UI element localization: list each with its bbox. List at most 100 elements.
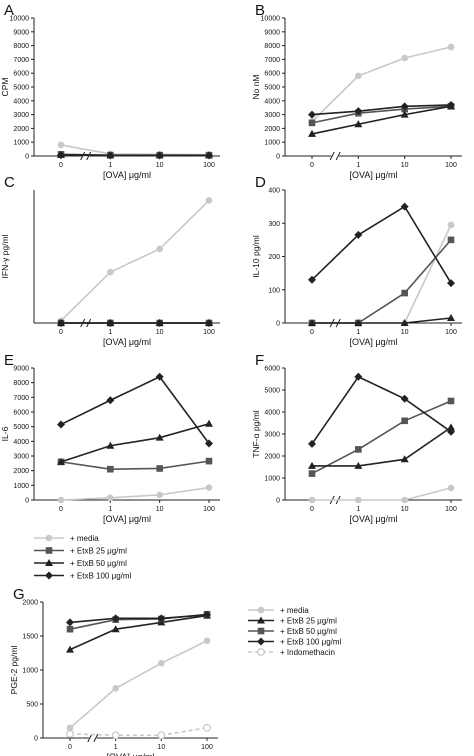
y-tick-label: 1000 xyxy=(264,140,280,147)
x-tick-label: 10 xyxy=(157,744,165,751)
legend-label: + EtxB 100 μg/ml xyxy=(280,638,342,647)
data-point xyxy=(447,221,455,229)
legend-label: + EtxB 50 μg/ml xyxy=(280,627,337,636)
y-tick-label: 6000 xyxy=(264,366,280,373)
legend-label: + EtxB 25 μg/ml xyxy=(70,547,127,556)
data-point xyxy=(106,441,115,449)
legend-main: + media + EtxB 25 μg/ml + EtxB 50 μg/ml + E… xyxy=(34,534,132,581)
data-point xyxy=(156,245,163,253)
y-tick-label: 9000 xyxy=(264,29,280,36)
legend-entry: + EtxB 25 μg/ml xyxy=(248,616,337,626)
series xyxy=(308,423,455,469)
legend-label: + Indomethacin xyxy=(280,648,335,657)
panel-letter: D xyxy=(255,174,266,191)
legend-marker-icon xyxy=(45,559,53,566)
y-tick-label: 0 xyxy=(276,154,280,161)
series xyxy=(308,484,455,504)
y-tick-label: 5000 xyxy=(13,424,29,431)
y-tick-label: 1000 xyxy=(22,668,38,675)
data-point xyxy=(66,730,74,738)
x-tick-label: 100 xyxy=(203,329,215,336)
panel-e: 0 1000 2000 3000 4000 5000 6000 7000 8000 9000 0 1 1… xyxy=(0,352,220,524)
x-axis-title: [OVA] μg/ml xyxy=(103,514,151,524)
legend-entry: + Indomethacin xyxy=(248,648,335,657)
y-tick-label: 7000 xyxy=(13,57,29,64)
data-point xyxy=(66,625,74,633)
data-point xyxy=(203,723,211,732)
legend-label: + EtxB 50 μg/ml xyxy=(70,559,127,568)
series xyxy=(308,103,455,127)
data-point xyxy=(57,151,65,160)
data-point xyxy=(400,394,409,403)
y-tick-label: 6000 xyxy=(264,71,280,78)
y-axis-title: IL-6 xyxy=(0,426,10,441)
data-point xyxy=(205,439,213,448)
y-tick-label: 9000 xyxy=(13,29,29,36)
x-tick-label: 100 xyxy=(203,162,215,169)
series-line xyxy=(311,46,452,123)
x-tick-label: 0 xyxy=(59,329,63,336)
data-point xyxy=(354,107,363,116)
data-point xyxy=(155,372,164,381)
y-tick-label: 10000 xyxy=(10,16,30,23)
y-tick-label: 400 xyxy=(268,188,280,195)
data-point xyxy=(106,151,115,160)
series xyxy=(308,100,455,119)
series xyxy=(308,372,455,448)
panel-letter: F xyxy=(255,352,264,369)
y-tick-label: 6000 xyxy=(13,410,29,417)
x-tick-label: 1 xyxy=(356,506,360,513)
x-tick-label: 0 xyxy=(68,744,72,751)
y-axis-title: IL-10 pg/ml xyxy=(251,235,261,278)
panel-letter: C xyxy=(4,174,15,191)
panel-f: 0 1000 2000 3000 4000 5000 6000 0 1 10 100 [OVA] μg… xyxy=(251,352,462,524)
x-tick-label: 1 xyxy=(356,329,360,336)
series xyxy=(57,457,213,473)
legend-entry: + EtxB 100 μg/ml xyxy=(248,637,342,647)
data-point xyxy=(308,129,316,137)
data-point xyxy=(205,419,213,427)
y-tick-label: 1500 xyxy=(22,634,38,641)
data-point xyxy=(354,230,363,239)
data-point xyxy=(155,433,164,441)
data-point xyxy=(308,319,316,326)
legend-label: + media xyxy=(70,534,99,543)
axis-break-gap xyxy=(331,152,340,160)
y-tick-label: 5000 xyxy=(264,388,280,395)
data-point xyxy=(203,610,211,619)
panel-a: 0100020003000400050006000700080009000100… xyxy=(0,2,220,180)
x-tick-label: 10 xyxy=(401,329,409,336)
data-point xyxy=(157,731,166,740)
legend-entry: + media xyxy=(34,534,99,543)
x-tick-label: 0 xyxy=(310,506,314,513)
series xyxy=(308,202,455,288)
data-point xyxy=(400,319,409,326)
series xyxy=(57,372,213,448)
legend-entry: + EtxB 50 μg/ml xyxy=(34,559,127,568)
data-point xyxy=(447,279,455,288)
series xyxy=(57,197,213,324)
x-axis-title: [OVA] μg/ml xyxy=(349,170,397,180)
data-point xyxy=(447,427,455,436)
data-point xyxy=(447,397,455,405)
series-line xyxy=(312,487,452,501)
y-tick-label: 3000 xyxy=(264,112,280,119)
y-axis-title: No nM xyxy=(251,74,261,99)
legend-label: + EtxB 25 μg/ml xyxy=(280,617,337,626)
data-point xyxy=(157,614,166,623)
y-tick-label: 0 xyxy=(34,736,38,743)
data-point xyxy=(57,420,65,429)
y-tick-label: 10000 xyxy=(261,16,281,23)
y-tick-label: 4000 xyxy=(13,439,29,446)
data-point xyxy=(112,685,119,692)
x-axis-title: [OVA] μg/ml xyxy=(349,337,397,347)
y-tick-label: 9000 xyxy=(13,366,29,373)
legend-label: + media xyxy=(280,606,309,615)
legend-entry: + EtxB 50 μg/ml xyxy=(248,627,337,636)
y-tick-label: 3000 xyxy=(264,432,280,439)
data-point xyxy=(308,110,316,119)
series xyxy=(308,314,455,326)
legend-marker-icon xyxy=(257,637,265,646)
x-tick-label: 1 xyxy=(108,506,112,513)
